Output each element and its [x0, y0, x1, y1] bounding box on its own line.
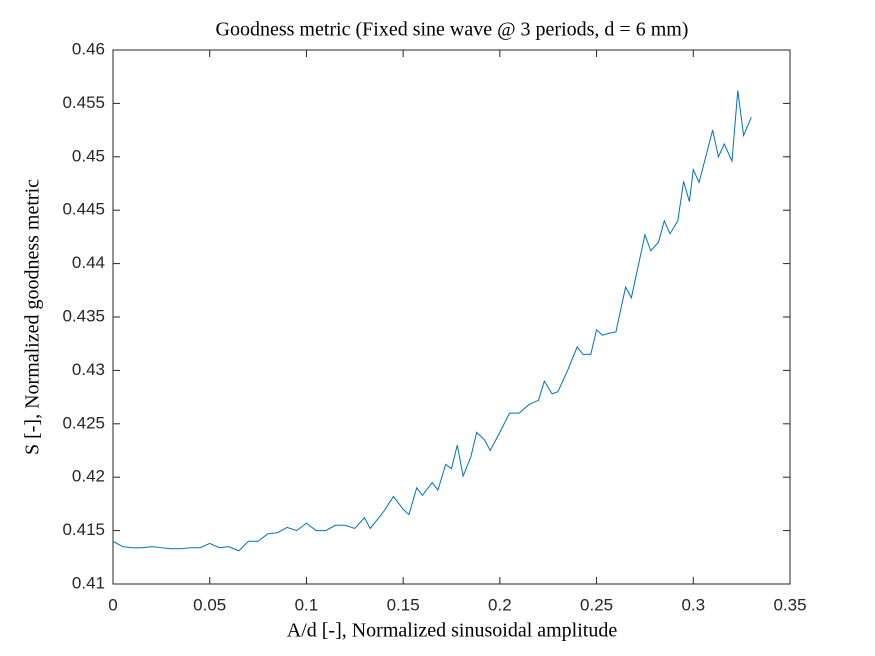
y-tick-label: 0.455: [62, 93, 105, 112]
x-axis-label: A/d [-], Normalized sinusoidal amplitude: [287, 620, 618, 642]
x-tick-label: 0: [108, 595, 117, 614]
x-tick-label: 0.05: [193, 595, 226, 614]
y-tick-label: 0.45: [72, 146, 105, 165]
data-line: [112, 90, 752, 552]
y-tick-label: 0.46: [72, 39, 105, 58]
x-tick-label: 0.3: [681, 595, 705, 614]
x-tick-label: 0.35: [773, 595, 806, 614]
y-axis-label: S [-], Normalized goodness metric: [22, 179, 44, 455]
y-tick-label: 0.43: [72, 360, 105, 379]
y-tick-label: 0.425: [62, 413, 105, 432]
x-tick-label: 0.25: [580, 595, 613, 614]
chart-title: Goodness metric (Fixed sine wave @ 3 per…: [216, 19, 689, 41]
y-tick-label: 0.42: [72, 467, 105, 486]
x-tick-label: 0.2: [488, 595, 512, 614]
y-tick-label: 0.445: [62, 200, 105, 219]
x-tick-label: 0.1: [295, 595, 319, 614]
y-tick-label: 0.44: [72, 253, 105, 272]
y-tick-label: 0.435: [62, 306, 105, 325]
y-tick-label: 0.41: [72, 573, 105, 592]
plot-area: [112, 49, 791, 585]
y-tick-label: 0.415: [62, 520, 105, 539]
x-tick-label: 0.15: [387, 595, 420, 614]
